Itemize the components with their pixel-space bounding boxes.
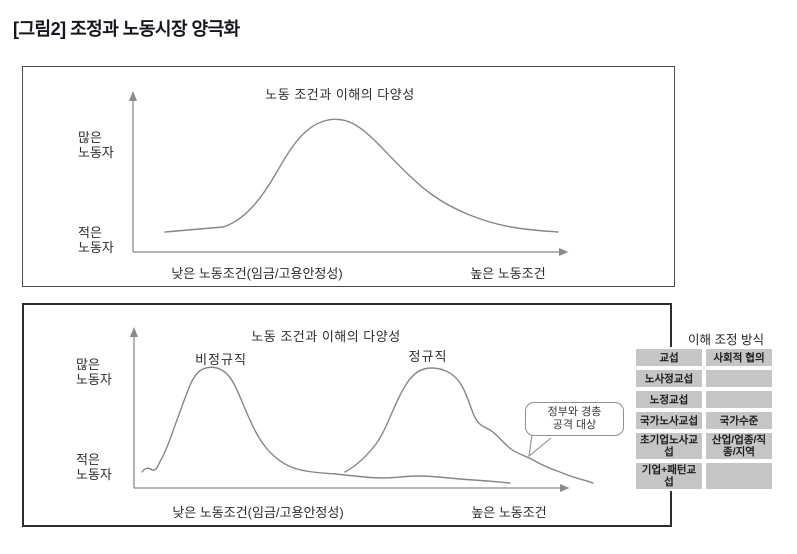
x-axis-label-low: 낮은 노동조건(임금/고용안정성) (172, 505, 344, 520)
x-axis-label-high: 높은 노동조건 (471, 505, 547, 520)
table-cell-empty (706, 391, 772, 408)
callout-pointer (528, 434, 552, 458)
top-chart-canvas (129, 91, 569, 256)
x-axis-arrow-icon (560, 484, 570, 492)
y-axis-label-few: 적은 노동자 (78, 225, 114, 255)
y-axis-arrow-icon (129, 91, 137, 101)
peak-label-nonregular: 비정규직 (195, 352, 247, 367)
x-axis-label-low: 낮은 노동조건(임금/고용안정성) (171, 266, 343, 281)
bell-curve (164, 118, 559, 233)
y-axis-label-many: 많은 노동자 (76, 357, 112, 387)
table-cell-enterprise-pattern: 기업+패턴교섭 (636, 463, 702, 489)
x-axis-label-high: 높은 노동조건 (470, 266, 546, 281)
distribution-panel-top: 노동 조건과 이해의 다양성 많은 노동자 적은 노동자 낮은 노동조건(임금/… (22, 66, 675, 287)
y-axis-label-few: 적은 노동자 (76, 452, 112, 482)
y-axis-label-many: 많은 노동자 (78, 130, 114, 160)
table-cell-national-bargaining: 국가노사교섭 (636, 412, 702, 429)
peak-label-regular: 정규직 (408, 349, 448, 364)
table-cell-empty (706, 463, 772, 489)
attack-target-callout: 정부와 경총 공격 대상 (525, 402, 624, 436)
bottom-chart-canvas (130, 327, 594, 492)
nonregular-workers-curve (141, 366, 511, 484)
chart-title: 노동 조건과 이해의 다양성 (265, 87, 415, 102)
table-cell-tripartite: 노사정교섭 (636, 370, 702, 387)
coordination-table-title: 이해 조정 방식 (688, 333, 764, 347)
table-cell-supra-enterprise: 초기업노사교섭 (636, 433, 702, 459)
y-axis-arrow-icon (130, 327, 138, 337)
table-cell-national-level: 국가수준 (706, 412, 772, 429)
chart-title: 노동 조건과 이해의 다양성 (251, 329, 401, 344)
coordination-table: 교섭 사회적 협의 노사정교섭 노정교섭 국가노사교섭 국가수준 초기업노사교섭… (634, 347, 774, 491)
table-cell-bargaining: 교섭 (636, 349, 702, 366)
table-cell-empty (706, 370, 772, 387)
distribution-panel-bottom: 노동 조건과 이해의 다양성 비정규직 정규직 많은 노동자 적은 노동자 낮은… (22, 303, 672, 527)
table-cell-industry-region: 산업/업종/직종/지역 (706, 433, 772, 459)
table-cell-labor-government: 노정교섭 (636, 391, 702, 408)
regular-workers-curve (344, 367, 594, 484)
x-axis-arrow-icon (559, 248, 569, 256)
figure-title: [그림2] 조정과 노동시장 양극화 (13, 19, 240, 39)
table-cell-social-dialogue: 사회적 협의 (706, 349, 772, 366)
